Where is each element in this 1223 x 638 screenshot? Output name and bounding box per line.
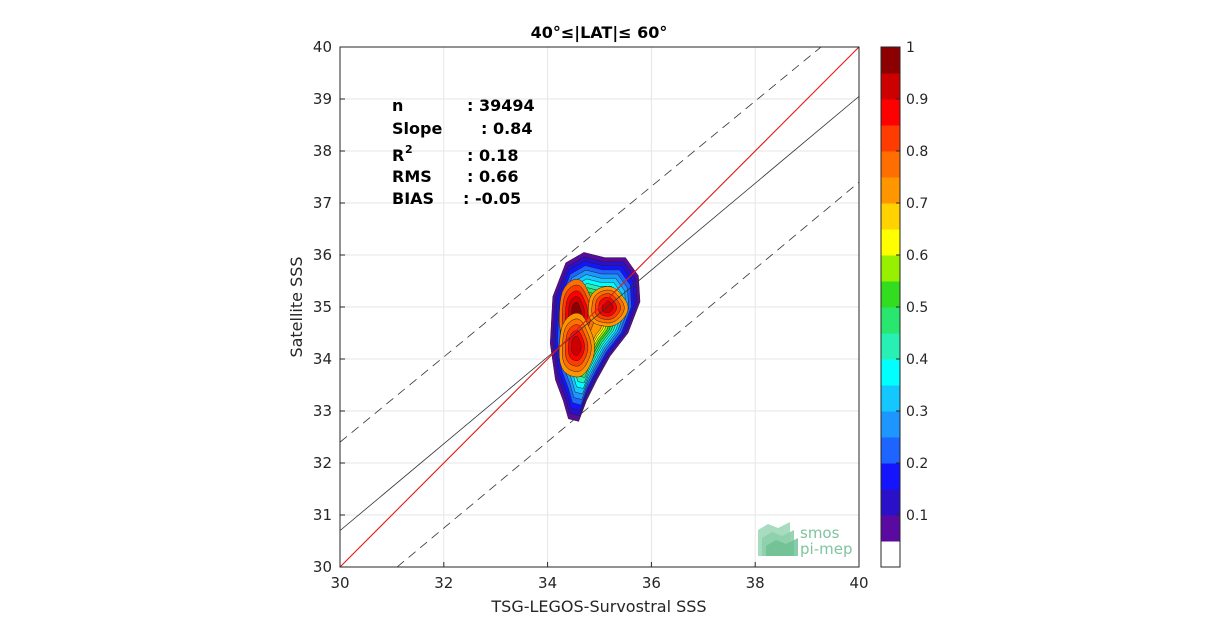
- colorbar-tick-label: 0.3: [906, 404, 928, 420]
- colorbar-swatch: [881, 47, 900, 74]
- colorbar-swatch: [881, 411, 900, 438]
- y-tick-label: 34: [313, 350, 332, 368]
- colorbar-swatch: [881, 333, 900, 360]
- logo-text-smos: smos: [800, 524, 840, 542]
- stat-label: RMS: [392, 167, 432, 186]
- y-tick-label: 35: [313, 298, 332, 316]
- colorbar-swatch: [881, 151, 900, 178]
- x-tick-label: 40: [849, 574, 868, 592]
- colorbar-swatch: [881, 177, 900, 204]
- y-tick-label: 31: [313, 506, 332, 524]
- colorbar: 0.1 0.2 0.3 0.4 0.5 0.6 0.7 0.8 0.9 1: [880, 40, 928, 568]
- colorbar-tick-label: 0.4: [906, 352, 928, 368]
- y-tick-label: 39: [313, 90, 332, 108]
- chart-title: 40°≤|LAT|≤ 60°: [531, 23, 668, 43]
- logo-waves-icon: [758, 522, 798, 556]
- regression-line: [340, 96, 859, 531]
- stat-value: : 39494: [467, 96, 535, 115]
- y-tick-label: 36: [313, 246, 332, 264]
- x-tick-label: 30: [330, 574, 349, 592]
- identity-line: [340, 47, 859, 567]
- colorbar-swatch: [881, 463, 900, 490]
- colorbar-swatch: [881, 99, 900, 126]
- stats-box: n : 39494 Slope : 0.84 R 2 : 0.18 RMS : 0.66 BIAS…: [392, 96, 535, 208]
- colorbar-swatch: [881, 437, 900, 464]
- x-tick-label: 32: [434, 574, 453, 592]
- y-tick-label: 30: [313, 558, 332, 576]
- y-tick-label: 40: [313, 38, 332, 56]
- y-tick-label: 37: [313, 194, 332, 212]
- colorbar-swatch: [881, 307, 900, 334]
- upper-bound-line: [340, 47, 822, 443]
- smos-pimep-logo: smos pi-mep: [758, 522, 852, 558]
- colorbar-tick-label: 0.8: [906, 144, 928, 160]
- lower-bound-line: [396, 181, 859, 567]
- colorbar-swatch: [881, 541, 900, 568]
- stat-value: : 0.66: [467, 167, 518, 186]
- colorbar-tick-label: 0.5: [906, 300, 928, 316]
- logo-text-pimep: pi-mep: [800, 540, 852, 558]
- colorbar-tick-label: 0.7: [906, 196, 928, 212]
- colorbar-swatch: [881, 489, 900, 516]
- density-contours: [549, 252, 641, 422]
- colorbar-swatch: [881, 73, 900, 100]
- x-tick-label: 38: [746, 574, 765, 592]
- colorbar-swatch: [881, 515, 900, 542]
- colorbar-tick-label: 0.6: [906, 248, 928, 264]
- stat-label: n: [392, 96, 403, 115]
- y-tick-label: 38: [313, 142, 332, 160]
- colorbar-swatch: [881, 385, 900, 412]
- colorbar-tick-label: 1: [906, 40, 915, 56]
- x-axis-ticks: 30 32 34 36 38 40: [330, 562, 869, 592]
- colorbar-tick-label: 0.1: [906, 508, 928, 524]
- y-tick-label: 33: [313, 402, 332, 420]
- stat-label: BIAS: [392, 189, 434, 208]
- stat-value: : -0.05: [463, 189, 521, 208]
- stat-value: : 0.84: [481, 119, 532, 138]
- colorbar-swatch: [881, 203, 900, 230]
- stat-superscript: 2: [405, 143, 413, 156]
- colorbar-tick-label: 0.9: [906, 92, 928, 108]
- stat-value: : 0.18: [467, 146, 518, 165]
- colorbar-swatch: [881, 359, 900, 386]
- y-tick-label: 32: [313, 454, 332, 472]
- colorbar-swatch: [881, 125, 900, 152]
- stat-label: Slope: [392, 119, 442, 138]
- colorbar-tick-label: 0.2: [906, 456, 928, 472]
- density-peak: [571, 335, 582, 356]
- stat-label: R: [392, 146, 404, 165]
- colorbar-swatch: [881, 229, 900, 256]
- x-axis-label: TSG-LEGOS-Survostral SSS: [490, 597, 706, 616]
- colorbar-swatch: [881, 255, 900, 282]
- y-axis-label: Satellite SSS: [287, 256, 306, 357]
- x-tick-label: 34: [538, 574, 557, 592]
- x-tick-label: 36: [642, 574, 661, 592]
- fit-lines: [340, 47, 859, 567]
- colorbar-swatch: [881, 281, 900, 308]
- y-axis-ticks: 30 31 32 33 34 35 36 37 38 39 40: [313, 38, 345, 576]
